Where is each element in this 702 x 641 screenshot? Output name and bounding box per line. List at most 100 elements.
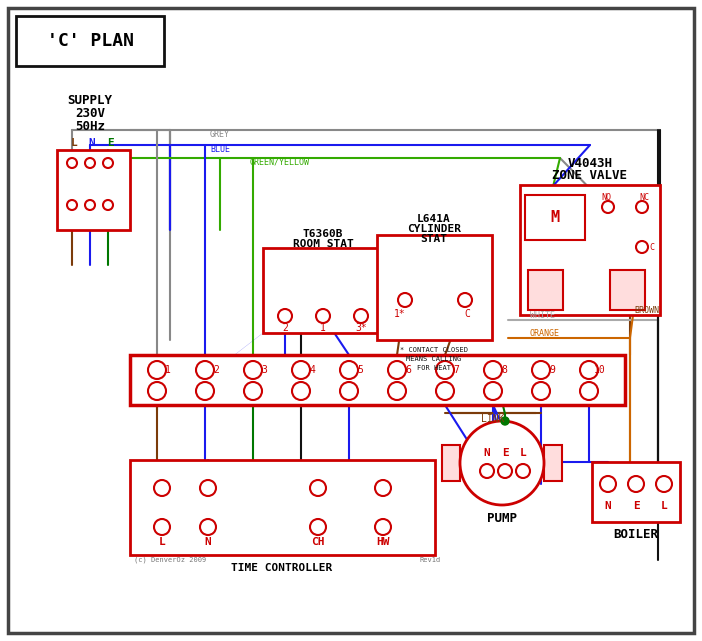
Circle shape — [375, 519, 391, 535]
Circle shape — [103, 158, 113, 168]
Circle shape — [501, 417, 509, 425]
Text: 230V: 230V — [75, 106, 105, 119]
Circle shape — [460, 421, 544, 505]
Circle shape — [532, 382, 550, 400]
Bar — [377, 235, 492, 340]
Circle shape — [278, 309, 292, 323]
Bar — [520, 185, 660, 315]
Circle shape — [196, 382, 214, 400]
Text: BOILER: BOILER — [614, 528, 658, 542]
Text: 5: 5 — [357, 365, 363, 375]
Circle shape — [340, 382, 358, 400]
Text: 3: 3 — [261, 365, 267, 375]
Text: STAT: STAT — [420, 234, 447, 244]
Text: C: C — [649, 242, 654, 251]
Text: 8: 8 — [501, 365, 507, 375]
Text: 1: 1 — [320, 323, 326, 333]
Bar — [263, 248, 383, 333]
Text: WHITE: WHITE — [530, 310, 555, 319]
Text: GREY: GREY — [210, 129, 230, 138]
Text: 10: 10 — [594, 365, 606, 375]
Circle shape — [636, 201, 648, 213]
Circle shape — [148, 361, 166, 379]
Text: FOR HEAT: FOR HEAT — [417, 365, 451, 371]
Circle shape — [354, 309, 368, 323]
Circle shape — [340, 361, 358, 379]
Circle shape — [516, 464, 530, 478]
Circle shape — [148, 382, 166, 400]
Circle shape — [200, 519, 216, 535]
Circle shape — [292, 382, 310, 400]
Bar — [592, 462, 680, 522]
Text: ROOM STAT: ROOM STAT — [293, 239, 353, 249]
Circle shape — [154, 480, 170, 496]
Bar — [16, 16, 164, 66]
Circle shape — [628, 476, 644, 492]
Text: N: N — [604, 501, 611, 511]
Circle shape — [498, 464, 512, 478]
Circle shape — [602, 201, 614, 213]
Circle shape — [67, 200, 77, 210]
Text: BLUE: BLUE — [210, 144, 230, 153]
Circle shape — [580, 382, 598, 400]
Text: NO: NO — [601, 192, 611, 201]
Text: N: N — [204, 537, 211, 547]
Text: Rev1d: Rev1d — [419, 557, 441, 563]
Circle shape — [292, 361, 310, 379]
Circle shape — [484, 382, 502, 400]
Bar — [610, 270, 645, 310]
Text: V4043H: V4043H — [567, 156, 613, 169]
Bar — [130, 460, 435, 555]
Text: ORANGE: ORANGE — [530, 328, 560, 338]
Circle shape — [398, 293, 412, 307]
Bar — [525, 195, 585, 240]
Circle shape — [388, 361, 406, 379]
Circle shape — [636, 241, 648, 253]
Text: NC: NC — [639, 192, 649, 201]
Text: LINK: LINK — [482, 414, 505, 424]
Text: PUMP: PUMP — [487, 512, 517, 524]
Bar — [442, 445, 460, 481]
Bar — [528, 270, 563, 310]
Text: L: L — [519, 448, 526, 458]
Text: N: N — [88, 138, 95, 148]
Circle shape — [580, 361, 598, 379]
Text: L: L — [71, 138, 77, 148]
Text: T6360B: T6360B — [303, 229, 343, 239]
Circle shape — [196, 361, 214, 379]
Circle shape — [85, 158, 95, 168]
Text: 7: 7 — [453, 365, 459, 375]
Circle shape — [200, 480, 216, 496]
Circle shape — [85, 200, 95, 210]
Text: 3*: 3* — [355, 323, 367, 333]
Text: E: E — [502, 448, 508, 458]
Circle shape — [244, 361, 262, 379]
Circle shape — [154, 519, 170, 535]
Text: 1: 1 — [165, 365, 171, 375]
Circle shape — [480, 464, 494, 478]
Text: L641A: L641A — [417, 214, 451, 224]
Text: GREEN/YELLOW: GREEN/YELLOW — [250, 158, 310, 167]
Circle shape — [310, 519, 326, 535]
Text: N: N — [484, 448, 491, 458]
Bar — [544, 445, 562, 481]
Text: CH: CH — [311, 537, 325, 547]
Text: MEANS CALLING: MEANS CALLING — [406, 356, 462, 362]
Circle shape — [310, 480, 326, 496]
Text: 50Hz: 50Hz — [75, 119, 105, 133]
Text: CYLINDER: CYLINDER — [407, 224, 461, 234]
Circle shape — [244, 382, 262, 400]
Text: TIME CONTROLLER: TIME CONTROLLER — [232, 563, 333, 573]
Text: M: M — [550, 210, 559, 224]
Circle shape — [388, 382, 406, 400]
Text: SUPPLY: SUPPLY — [67, 94, 112, 106]
Circle shape — [484, 361, 502, 379]
Text: E: E — [633, 501, 640, 511]
Text: L: L — [159, 537, 166, 547]
Circle shape — [316, 309, 330, 323]
Text: 2: 2 — [282, 323, 288, 333]
Circle shape — [436, 361, 454, 379]
Circle shape — [67, 158, 77, 168]
Circle shape — [600, 476, 616, 492]
Text: 6: 6 — [405, 365, 411, 375]
